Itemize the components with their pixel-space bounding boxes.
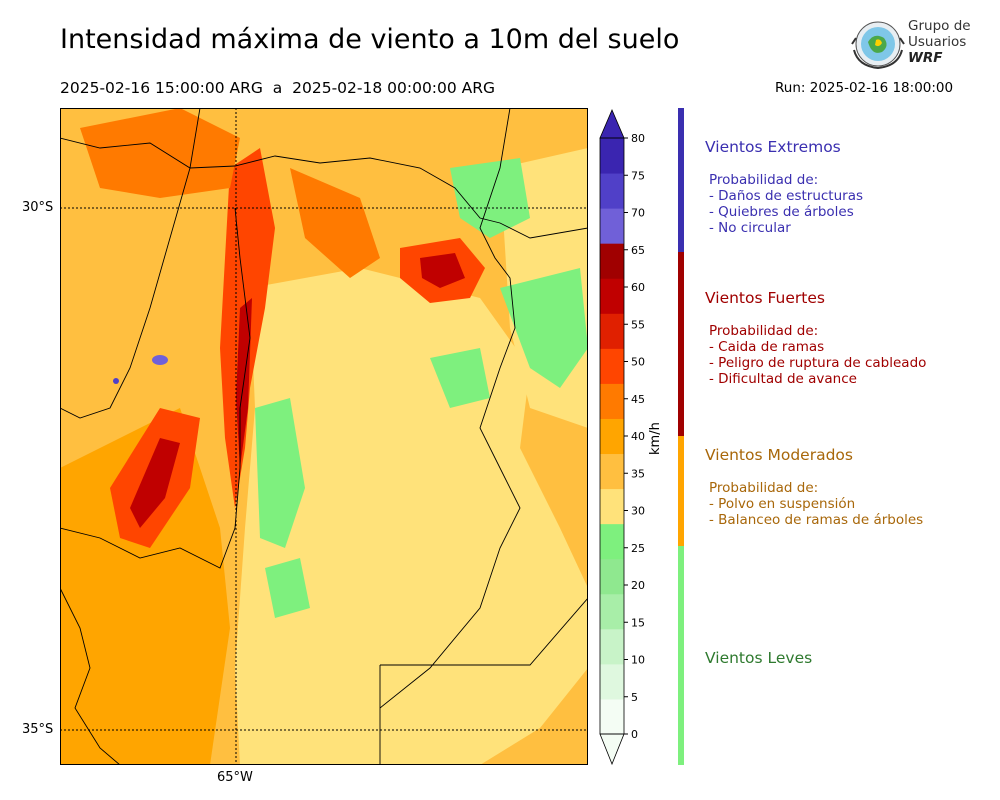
colorbar-tick-label-0: 0 — [631, 728, 638, 741]
lon-label-65w: 65°W — [217, 770, 253, 785]
colorbar-swatch-50 — [600, 348, 624, 384]
colorbar-tick-label-50: 50 — [631, 356, 645, 369]
region-extreme-spot-small — [113, 378, 119, 384]
colorbar-swatch-35 — [600, 453, 624, 490]
colorbar-tick-label-75: 75 — [631, 169, 645, 182]
colorbar-tick-label-55: 55 — [631, 318, 645, 331]
colorbar-swatch-20 — [600, 558, 624, 595]
category-bar-extreme — [678, 108, 684, 252]
map-title: Intensidad máxima de viento a 10m del su… — [60, 24, 680, 55]
colorbar-tick-label-10: 10 — [631, 654, 645, 667]
colorbar-swatch-75 — [600, 173, 624, 209]
colorbar-tick-label-25: 25 — [631, 542, 645, 555]
colorbar-swatch-80 — [600, 138, 624, 174]
border-line-east — [379, 108, 521, 709]
colorbar-tick-label-20: 20 — [631, 579, 645, 592]
border-line-southwest — [60, 587, 121, 765]
colorbar-tick-label-30: 30 — [631, 505, 645, 518]
colorbar-tick-label-5: 5 — [631, 691, 638, 704]
region-north-red-strip — [290, 168, 380, 278]
colorbar-swatch-40 — [600, 418, 624, 455]
colorbar-swatch-70 — [600, 208, 624, 244]
colorbar-tick-label-15: 15 — [631, 616, 645, 629]
colorbar-swatch-10 — [600, 628, 624, 665]
colorbar-extend-max — [599, 108, 625, 139]
category-heading-light: Vientos Leves — [705, 649, 813, 667]
category-bar-light — [678, 546, 684, 765]
category-body-extreme: Probabilidad de: - Daños de estructuras … — [709, 172, 864, 236]
region-northwest-red — [80, 108, 240, 198]
border-line-ridge — [60, 108, 201, 419]
colorbar-swatch-65 — [600, 243, 624, 279]
wind-map — [60, 108, 588, 765]
forecast-period: 2025-02-16 15:00:00 ARG a 2025-02-18 00:… — [60, 79, 496, 97]
colorbar-swatch-5 — [600, 663, 624, 700]
colorbar-unit-label: km/h — [648, 422, 663, 455]
region-central-yellow — [235, 268, 588, 765]
lat-label-35s: 35°S — [22, 722, 54, 737]
category-heading-moderate: Vientos Moderados — [705, 446, 853, 464]
region-southwest-orange — [60, 608, 200, 765]
region-green-east — [500, 268, 588, 388]
colorbar-extend-min — [599, 733, 625, 766]
colorbar-tick-label-80: 80 — [631, 132, 645, 145]
colorbar-swatch-15 — [600, 593, 624, 630]
region-extreme-spot — [152, 355, 168, 365]
category-body-strong: Probabilidad de: - Caida de ramas - Peli… — [709, 323, 927, 387]
region-green-southwest-central — [265, 558, 310, 618]
category-heading-extreme: Vientos Extremos — [705, 138, 841, 156]
logo-text: Grupo de Usuarios WRF — [908, 18, 971, 66]
run-timestamp: Run: 2025-02-16 18:00:00 — [775, 80, 954, 96]
category-body-moderate: Probabilidad de: - Polvo en suspensión -… — [709, 480, 924, 528]
region-west-dark-band — [130, 438, 180, 528]
category-bar-strong — [678, 252, 684, 436]
region-green-west-central — [255, 398, 305, 548]
colorbar-swatch-45 — [600, 383, 624, 419]
border-line-west — [60, 207, 251, 569]
colorbar-tick-label-65: 65 — [631, 244, 645, 257]
border-line-south — [379, 597, 588, 765]
colorbar-tick-label-60: 60 — [631, 281, 645, 294]
colorbar-tick-label-70: 70 — [631, 207, 645, 220]
logo-line-1: Grupo de — [908, 18, 971, 34]
logo-line-2: Usuarios — [908, 34, 967, 50]
lat-label-30s: 30°S — [22, 200, 54, 215]
colorbar-tick-label-45: 45 — [631, 393, 645, 406]
category-heading-strong: Vientos Fuertes — [705, 289, 825, 307]
colorbar-tick-label-40: 40 — [631, 430, 645, 443]
border-line-north — [60, 137, 588, 239]
colorbar-swatch-30 — [600, 488, 624, 525]
wrf-logo-icon — [851, 21, 905, 70]
logo-line-3: WRF — [908, 50, 943, 66]
colorbar-tick-label-35: 35 — [631, 467, 645, 480]
map-frame — [60, 108, 588, 765]
colorbar-swatch-55 — [600, 313, 624, 349]
colorbar-swatch-25 — [600, 523, 624, 560]
region-northeast-dark-blob — [420, 253, 465, 288]
colorbar: 0 5 10 15 20 25 30 35 40 45 50 55 60 65 70 75 80 — [599, 108, 645, 766]
region-green-center — [430, 348, 490, 408]
colorbar-swatch-60 — [600, 278, 624, 314]
category-bar-moderate — [678, 436, 684, 546]
colorbar-swatch-0 — [600, 698, 624, 735]
